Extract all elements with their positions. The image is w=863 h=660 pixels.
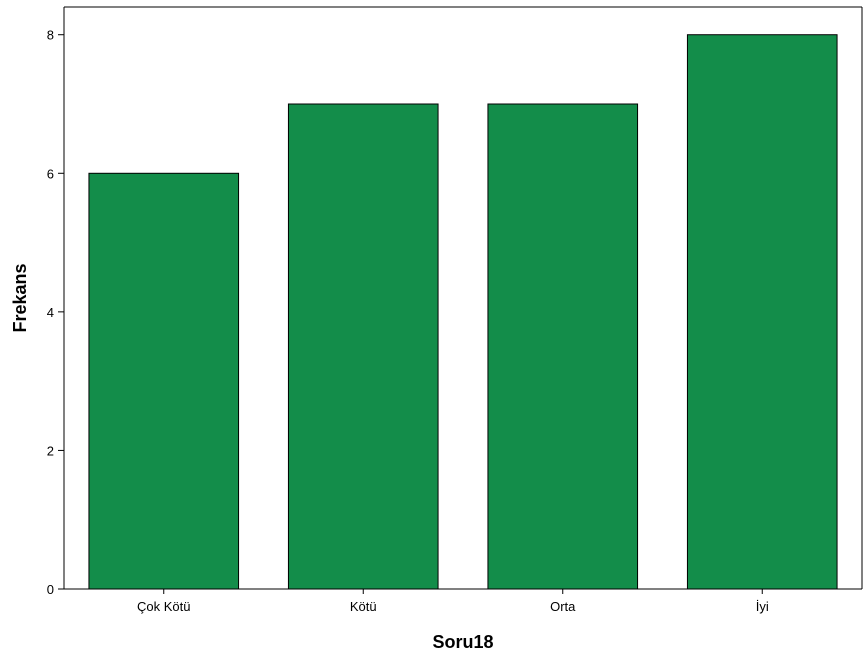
y-tick-label: 8	[47, 28, 54, 43]
y-tick-label: 0	[47, 582, 54, 597]
x-tick-label: İyi	[756, 599, 769, 614]
x-axis-title: Soru18	[432, 632, 493, 652]
y-tick-label: 2	[47, 443, 54, 458]
y-tick-label: 4	[47, 305, 54, 320]
x-tick-label: Çok Kötü	[137, 599, 190, 614]
x-axis-ticks: Çok Kötü Kötü Orta İyi	[137, 589, 769, 614]
y-axis-title: Frekans	[10, 263, 30, 332]
bar-1	[88, 172, 240, 590]
bar-3	[487, 103, 639, 590]
bar-4	[686, 34, 838, 590]
bar-2	[287, 103, 439, 590]
x-tick-label: Orta	[550, 599, 576, 614]
bars-group	[88, 34, 838, 590]
x-tick-label: Kötü	[350, 599, 377, 614]
y-axis-ticks: 0 2 4 6 8	[47, 28, 64, 597]
y-tick-label: 6	[47, 166, 54, 181]
